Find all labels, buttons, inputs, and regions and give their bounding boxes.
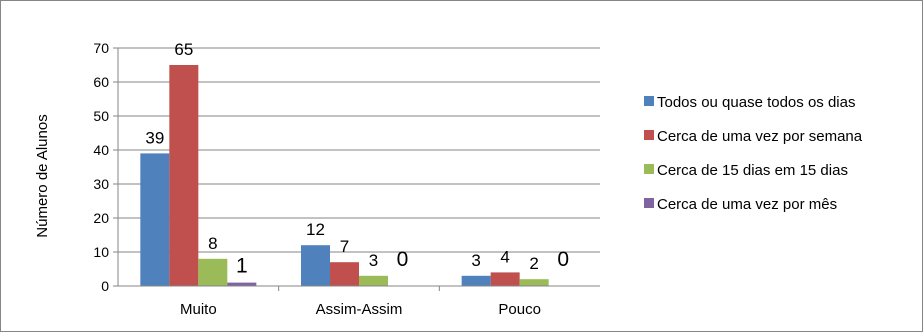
bar (462, 276, 491, 286)
data-label: 8 (208, 234, 217, 253)
x-category-label: Assim-Assim (316, 301, 403, 318)
data-label: 0 (557, 248, 569, 271)
legend-label: Cerca de uma vez por semana (657, 128, 863, 145)
x-category-label: Muito (180, 301, 217, 318)
y-tick-label: 20 (93, 210, 109, 226)
x-category-label: Pouco (498, 301, 541, 318)
legend-swatch (644, 198, 654, 208)
data-label: 1 (236, 255, 248, 278)
bar (140, 153, 169, 286)
data-label: 4 (500, 247, 509, 266)
y-tick-label: 50 (93, 108, 109, 124)
y-tick-label: 30 (93, 176, 109, 192)
y-tick-label: 0 (101, 278, 109, 294)
data-label: 39 (145, 128, 164, 147)
data-label: 2 (529, 254, 538, 273)
bar (330, 262, 359, 286)
y-tick-label: 70 (93, 40, 109, 56)
legend-swatch (644, 96, 654, 106)
y-tick-label: 60 (93, 74, 109, 90)
data-label: 65 (174, 40, 193, 59)
bar (169, 65, 198, 286)
data-label: 0 (397, 248, 409, 271)
data-label: 3 (471, 251, 480, 270)
bar (198, 259, 227, 286)
data-label: 3 (369, 251, 378, 270)
legend-label: Cerca de uma vez por mês (657, 196, 837, 213)
legend-swatch (644, 164, 654, 174)
bar (227, 283, 256, 286)
data-label: 7 (340, 237, 349, 256)
y-tick-label: 10 (93, 244, 109, 260)
legend-label: Cerca de 15 dias em 15 dias (657, 162, 848, 179)
y-tick-label: 40 (93, 142, 109, 158)
bar (359, 276, 388, 286)
data-label: 12 (306, 220, 325, 239)
legend-label: Todos ou quase todos os dias (657, 94, 855, 111)
bar (301, 245, 330, 286)
legend-swatch (644, 130, 654, 140)
bar (520, 279, 549, 286)
bar (491, 272, 520, 286)
y-axis-title: Número de Alunos (34, 114, 51, 237)
